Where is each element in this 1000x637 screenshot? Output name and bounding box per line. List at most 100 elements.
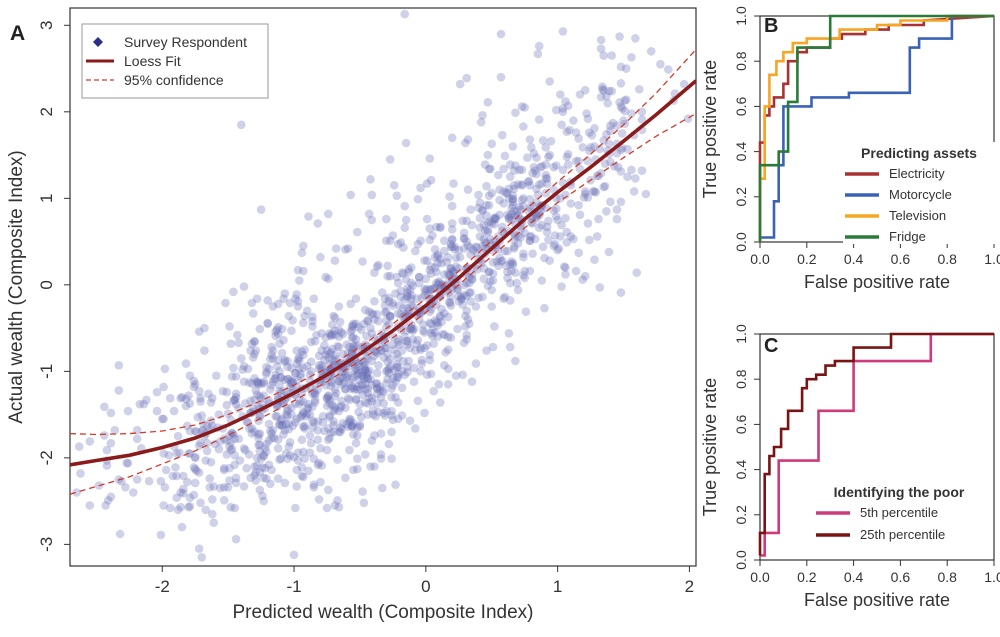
scatter-point [469,245,478,255]
scatter-point [299,318,308,328]
plot-frame [69,7,697,567]
scatter-point [436,254,445,264]
scatter-point [330,313,340,323]
y-tick-label: 0.2 [733,187,749,207]
scatter-point [441,348,450,357]
scatter-point [562,127,572,136]
scatter-point [525,266,535,276]
scatter-point [304,403,313,413]
scatter-point [527,143,536,152]
scatter-point [362,369,371,379]
scatter-point [499,199,508,208]
scatter-point [372,399,382,408]
scatter-point [571,266,581,276]
scatter-point [499,164,508,174]
scatter-point [273,322,283,332]
scatter-point [533,190,543,200]
scatter-point [425,235,435,245]
scatter-point [296,369,305,379]
panel-b-roc-chart: 0.0 0.2 0.4 0.6 0.8 1.0 0.0 0.2 0.4 0.6 0.8 1.0 Fals… [700,6,1000,292]
scatter-point [372,389,382,399]
scatter-point [383,374,392,384]
scatter-point [563,101,573,111]
scatter-point [430,284,440,293]
scatter-point [602,207,611,216]
scatter-point [463,315,473,324]
scatter-point [511,356,520,366]
scatter-point [329,311,338,321]
scatter-point [563,160,573,169]
scatter-point [430,252,440,262]
scatter-point [511,161,520,170]
scatter-point [374,260,383,270]
scatter-point [606,126,615,136]
scatter-point [561,263,570,272]
scatter-point [244,424,254,433]
scatter-point [231,473,241,483]
scatter-point [222,450,232,459]
scatter-point [483,227,493,237]
scatter-point [288,421,298,431]
scatter-point [330,392,340,401]
scatter-point [202,421,212,431]
scatter-point [459,290,469,300]
scatter-point [482,211,491,220]
scatter-point [283,356,292,366]
scatter-point [553,245,562,255]
scatter-point [436,398,445,407]
scatter-point [246,473,255,483]
scatter-point [494,261,503,271]
scatter-point [476,117,486,127]
scatter-point [520,273,529,283]
scatter-point [225,322,234,331]
scatter-point [302,306,312,316]
scatter-point [457,292,466,302]
scatter-point [616,79,626,88]
scatter-point [289,550,299,560]
scatter-point [285,382,295,392]
scatter-point [364,366,374,375]
scatter-point [259,496,269,506]
scatter-point [231,393,241,402]
scatter-point [430,245,440,254]
scatter-point [183,477,192,487]
y-tick-label: 0.6 [733,414,749,434]
scatter-point [583,156,593,166]
scatter-point [532,153,541,162]
scatter-point [208,393,217,403]
scatter-point [443,252,453,262]
scatter-point [280,355,290,365]
scatter-point [250,349,259,359]
scatter-point [200,323,209,333]
scatter-point [283,404,292,413]
scatter-point [453,284,462,293]
scatter-point [599,136,608,145]
scatter-point [345,417,354,426]
scatter-point [295,364,304,374]
scatter-point [479,234,489,244]
scatter-point [223,409,233,419]
scatter-point [346,190,356,200]
y-tick-label: 1.0 [733,324,749,344]
scatter-point [507,257,516,266]
scatter-point [434,380,444,389]
scatter-point [231,534,241,544]
scatter-point [281,419,291,429]
scatter-point [617,104,627,113]
scatter-point [403,362,412,372]
scatter-point [308,402,317,412]
scatter-point [420,408,429,418]
legend-label: 5th percentile [860,505,938,520]
scatter-point [558,104,568,113]
scatter-point [450,242,460,252]
scatter-point [552,161,561,170]
scatter-point [599,51,608,60]
scatter-point [227,444,237,454]
scatter-point [426,175,436,185]
scatter-point [353,382,362,392]
scatter-point [284,442,294,451]
scatter-point [302,404,312,413]
scatter-point [540,253,549,263]
scatter-point [532,212,541,221]
scatter-point [413,396,423,406]
